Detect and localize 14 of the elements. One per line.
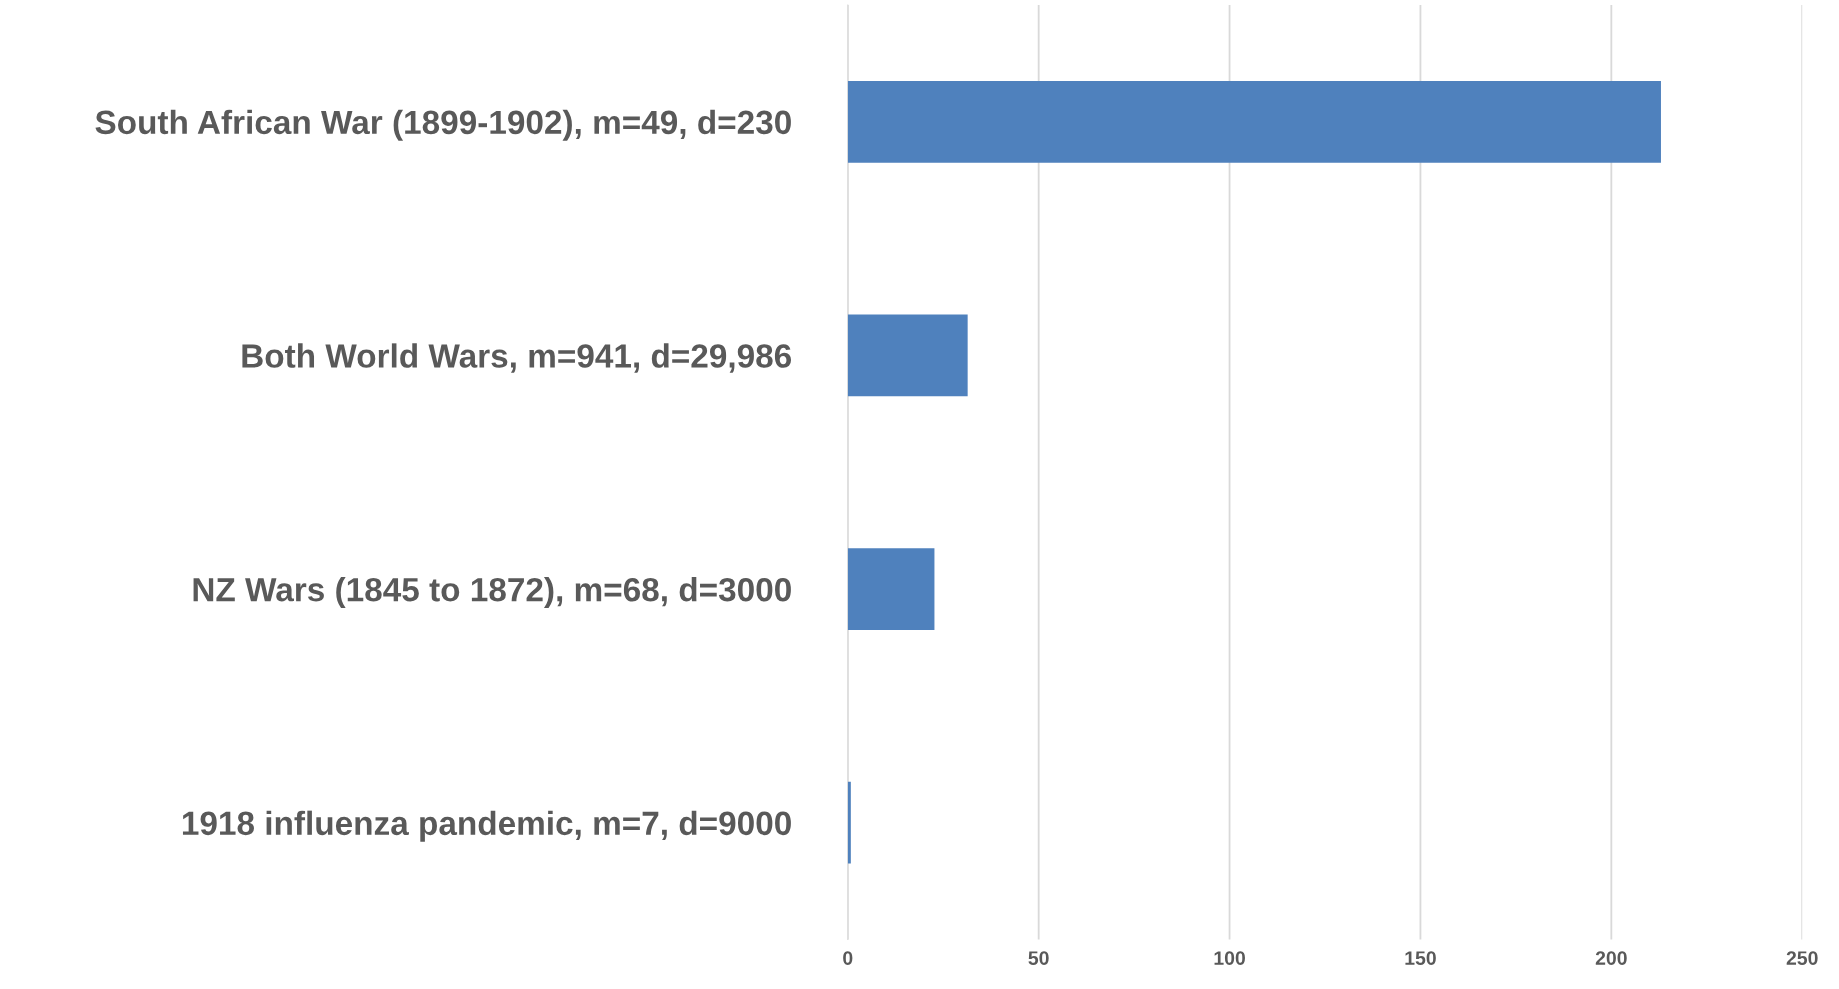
x-tick-label: 0	[843, 951, 853, 965]
bar	[847, 314, 968, 397]
bar	[847, 781, 851, 864]
y-tick-label: South African War (1899-1902), m=49, d=230	[95, 109, 791, 141]
x-tick-label: 100	[1214, 951, 1245, 965]
x-tick-label: 50	[1028, 951, 1049, 965]
x-tick-label: 250	[1786, 951, 1818, 965]
x-tick-label: 150	[1405, 951, 1436, 965]
x-tick-label: 200	[1595, 951, 1627, 965]
y-tick-label: Both World Wars, m=941, d=29,986	[242, 343, 792, 373]
bar	[847, 80, 1661, 163]
y-tick-label: NZ Wars (1845 to 1872), m=68, d=3000	[193, 576, 791, 609]
bar	[847, 548, 935, 630]
y-tick-label: 1918 influenza pandemic, m=7, d=9000	[182, 810, 791, 842]
